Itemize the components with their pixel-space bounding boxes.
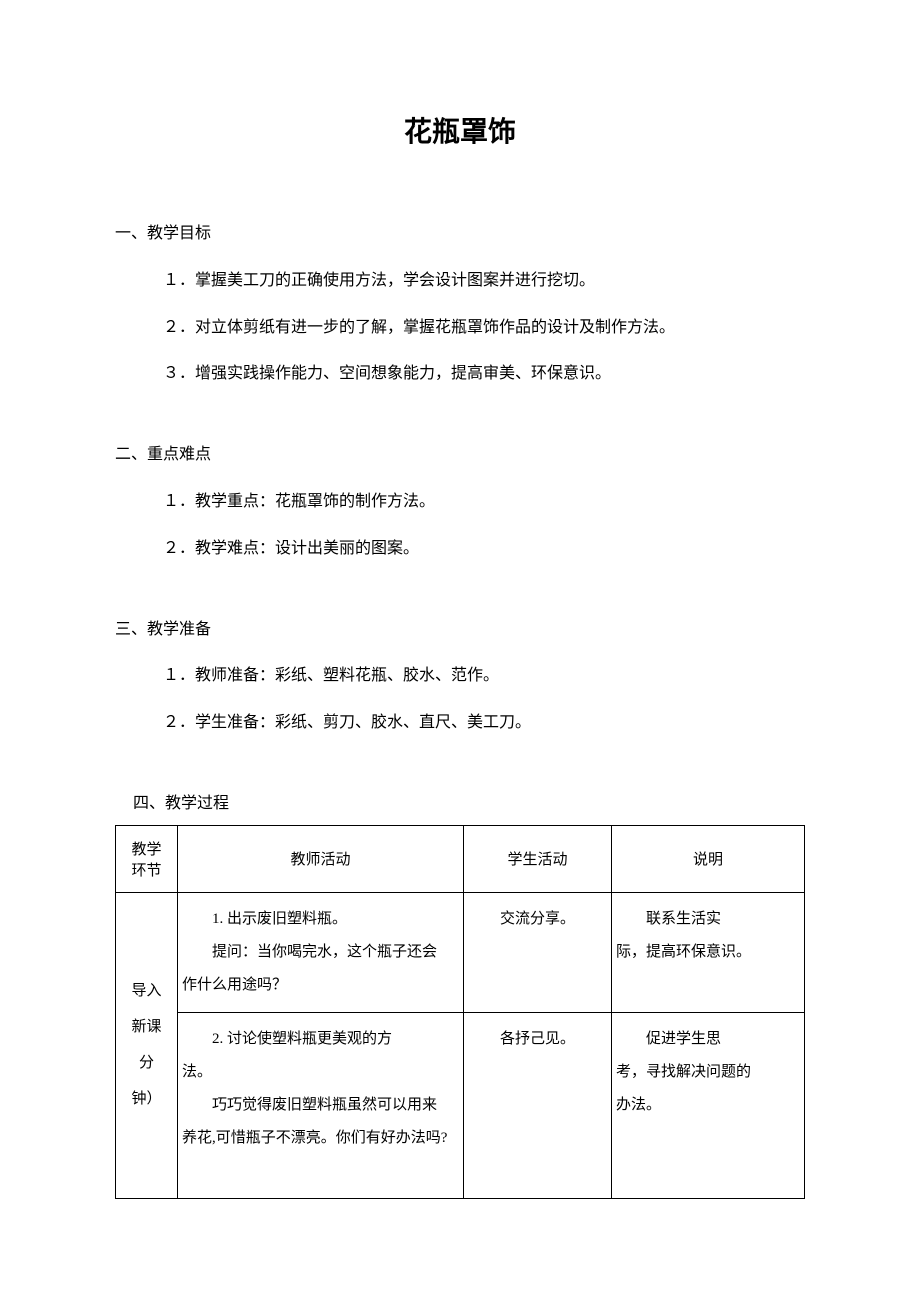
header-student: 学生活动	[464, 825, 612, 892]
note-cell-1: 联系生活实 际，提高环保意识。	[612, 892, 805, 1012]
section-2-head: 二、重点难点	[115, 441, 805, 470]
note-2-p1: 促进学生思	[616, 1023, 800, 1056]
teacher-2-p3: 巧巧觉得废旧塑料瓶虽然可以用来	[182, 1089, 459, 1122]
header-stage-l2: 环节	[131, 863, 161, 879]
section-1-item-2: ２．对立体剪纸有进一步的了解，掌握花瓶罩饰作品的设计及制作方法。	[115, 314, 805, 343]
student-cell-1: 交流分享。	[464, 892, 612, 1012]
section-1-item-1: １．掌握美工刀的正确使用方法，学会设计图案并进行挖切。	[115, 267, 805, 296]
section-1-head: 一、教学目标	[115, 220, 805, 249]
section-3-item-2: ２．学生准备：彩纸、剪刀、胶水、直尺、美工刀。	[115, 709, 805, 738]
stage-l1: 导入	[120, 973, 173, 1009]
student-1-text: 交流分享。	[500, 911, 575, 927]
header-teacher: 教师活动	[178, 825, 464, 892]
stage-cell: 导入 新课 分 钟）	[116, 892, 178, 1198]
page-title: 花瓶罩饰	[115, 110, 805, 150]
note-cell-2: 促进学生思 考，寻找解决问题的 办法。	[612, 1012, 805, 1198]
teacher-cell-2: 2. 讨论使塑料瓶更美观的方 法。 巧巧觉得废旧塑料瓶虽然可以用来 养花,可惜瓶…	[178, 1012, 464, 1198]
student-cell-2: 各抒己见。	[464, 1012, 612, 1198]
header-stage-l1: 教学	[131, 842, 161, 858]
teacher-1-p2: 提问：当你喝完水，这个瓶子还会	[182, 936, 459, 969]
table-row: 导入 新课 分 钟） 1. 出示废旧塑料瓶。 提问：当你喝完水，这个瓶子还会 作…	[116, 892, 805, 1012]
header-stage: 教学 环节	[116, 825, 178, 892]
teacher-cell-1: 1. 出示废旧塑料瓶。 提问：当你喝完水，这个瓶子还会 作什么用途吗？	[178, 892, 464, 1012]
note-2-p3: 办法。	[616, 1089, 800, 1122]
section-1-item-3: ３．增强实践操作能力、空间想象能力，提高审美、环保意识。	[115, 360, 805, 389]
header-note: 说明	[612, 825, 805, 892]
note-1-p1: 联系生活实	[616, 903, 800, 936]
stage-l2: 新课	[120, 1009, 173, 1045]
section-3-head: 三、教学准备	[115, 616, 805, 645]
lesson-table: 教学 环节 教师活动 学生活动 说明 导入 新课 分 钟） 1. 出示废旧塑料瓶…	[115, 825, 805, 1199]
table-header-row: 教学 环节 教师活动 学生活动 说明	[116, 825, 805, 892]
section-2-item-1: １．教学重点：花瓶罩饰的制作方法。	[115, 488, 805, 517]
teacher-2-p2: 法。	[182, 1056, 459, 1089]
student-2-text: 各抒己见。	[500, 1031, 575, 1047]
section-4-head: 四、教学过程	[133, 790, 805, 819]
teacher-1-p3: 作什么用途吗？	[182, 969, 459, 1002]
teacher-2-p1: 2. 讨论使塑料瓶更美观的方	[182, 1023, 459, 1056]
stage-l4: 分	[120, 1045, 173, 1081]
section-2-item-2: ２．教学难点：设计出美丽的图案。	[115, 535, 805, 564]
note-2-p2: 考，寻找解决问题的	[616, 1056, 800, 1089]
note-1-p2: 际，提高环保意识。	[616, 936, 800, 969]
stage-l5: 钟）	[120, 1081, 173, 1117]
teacher-2-p4: 养花,可惜瓶子不漂亮。你们有好办法吗?	[182, 1122, 459, 1155]
document-page: 花瓶罩饰 一、教学目标 １．掌握美工刀的正确使用方法，学会设计图案并进行挖切。 …	[0, 0, 920, 1301]
teacher-1-p1: 1. 出示废旧塑料瓶。	[182, 903, 459, 936]
table-row: 2. 讨论使塑料瓶更美观的方 法。 巧巧觉得废旧塑料瓶虽然可以用来 养花,可惜瓶…	[116, 1012, 805, 1198]
section-3-item-1: １．教师准备：彩纸、塑料花瓶、胶水、范作。	[115, 662, 805, 691]
